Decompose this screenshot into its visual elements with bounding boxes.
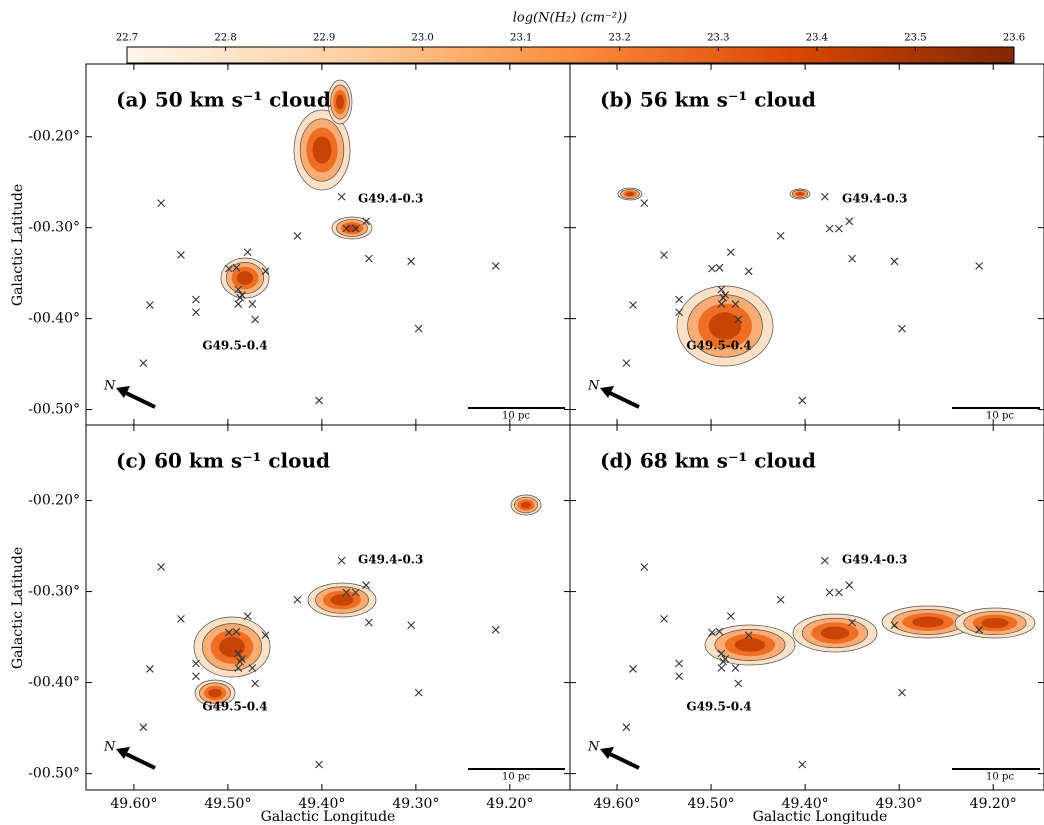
colorbar <box>127 47 1014 63</box>
emission <box>336 95 344 110</box>
north-label: N <box>103 740 116 755</box>
x-tick-label: 49.60° <box>110 796 157 812</box>
emission <box>981 618 1008 628</box>
panel: G49.4-0.3 G49.5-0.4 (d) 68 km s⁻¹ cloud N 10… <box>570 425 1044 812</box>
emission <box>735 638 766 652</box>
north-label: N <box>587 379 600 394</box>
panel-title: (b) 56 km s⁻¹ cloud <box>600 88 816 112</box>
y-tick-label: -00.50° <box>28 766 80 782</box>
panel-background <box>570 425 1044 790</box>
north-label: N <box>587 740 600 755</box>
y-tick-label: -00.30° <box>28 220 80 236</box>
y-tick-label: -00.40° <box>28 675 80 691</box>
colorbar-tick-label: 23.3 <box>707 33 729 44</box>
emission <box>521 502 531 509</box>
x-tick-label: 49.50° <box>688 796 735 812</box>
panel: G49.4-0.3 G49.5-0.4 (c) 60 km s⁻¹ cloud N 10… <box>28 425 570 812</box>
source-label: G49.5-0.4 <box>202 700 267 714</box>
x-tick-label: 49.20° <box>486 796 533 812</box>
figure: log(N(H₂) (cm⁻²)) Galactic Longitude Gal… <box>0 0 1044 825</box>
emission <box>330 594 353 606</box>
panel-title: (a) 50 km s⁻¹ cloud <box>116 88 331 112</box>
colorbar-tick-label: 23.0 <box>412 33 434 44</box>
emission <box>912 617 943 628</box>
source-label: G49.4-0.3 <box>358 553 423 567</box>
page: log(N(H₂) (cm⁻²)) Galactic Longitude Gal… <box>0 0 1044 825</box>
colorbar-tick-label: 23.4 <box>806 33 828 44</box>
y-tick-label: -00.20° <box>28 129 80 145</box>
colorbar-tick-label: 23.5 <box>904 33 926 44</box>
y-tick-label: -00.40° <box>28 311 80 327</box>
x-tick-label: 49.40° <box>298 796 345 812</box>
emission <box>797 192 804 195</box>
panel: G49.4-0.3 G49.5-0.4 (a) 50 km s⁻¹ cloud N 10… <box>28 64 570 425</box>
y-tick-label: -00.50° <box>28 402 80 418</box>
source-label: G49.5-0.4 <box>686 339 751 353</box>
north-label: N <box>103 379 116 394</box>
x-tick-label: 49.60° <box>593 796 640 812</box>
emission <box>312 136 331 163</box>
x-tick-label: 49.20° <box>970 796 1017 812</box>
emission <box>219 637 245 657</box>
x-tick-label: 49.30° <box>876 796 923 812</box>
panel-background <box>570 64 1044 425</box>
scale-bar-label: 10 pc <box>986 772 1014 783</box>
colorbar-tick-label: 22.7 <box>116 33 138 44</box>
emission <box>208 689 222 698</box>
scale-bar-label: 10 pc <box>502 772 530 783</box>
panel: G49.4-0.3 G49.5-0.4 (b) 56 km s⁻¹ cloud N 10… <box>570 64 1044 425</box>
source-label: G49.4-0.3 <box>842 192 907 206</box>
source-label: G49.5-0.4 <box>202 339 267 353</box>
emission <box>237 271 253 285</box>
source-label: G49.4-0.3 <box>358 192 423 206</box>
x-tick-label: 49.50° <box>204 796 251 812</box>
y-tick-label: -00.20° <box>28 493 80 509</box>
x-tick-label: 49.40° <box>782 796 829 812</box>
y-tick-label: -00.30° <box>28 584 80 600</box>
y-axis-label: Galactic Latitude <box>10 547 26 669</box>
colorbar-tick-label: 22.8 <box>214 33 236 44</box>
panel-title: (d) 68 km s⁻¹ cloud <box>600 449 816 473</box>
panel-title: (c) 60 km s⁻¹ cloud <box>116 449 330 473</box>
scale-bar-label: 10 pc <box>986 411 1014 422</box>
emission <box>821 627 850 640</box>
y-axis-label: Galactic Latitude <box>10 184 26 306</box>
colorbar-label: log(N(H₂) (cm⁻²)) <box>513 11 627 26</box>
emission <box>626 192 634 196</box>
source-label: G49.5-0.4 <box>686 700 751 714</box>
colorbar-tick-label: 23.1 <box>510 33 532 44</box>
x-tick-label: 49.30° <box>392 796 439 812</box>
source-label: G49.4-0.3 <box>842 553 907 567</box>
colorbar-tick-label: 23.6 <box>1003 33 1025 44</box>
emission <box>709 312 742 339</box>
colorbar-tick-label: 22.9 <box>313 33 335 44</box>
scale-bar-label: 10 pc <box>502 411 530 422</box>
colorbar-tick-label: 23.2 <box>609 33 631 44</box>
